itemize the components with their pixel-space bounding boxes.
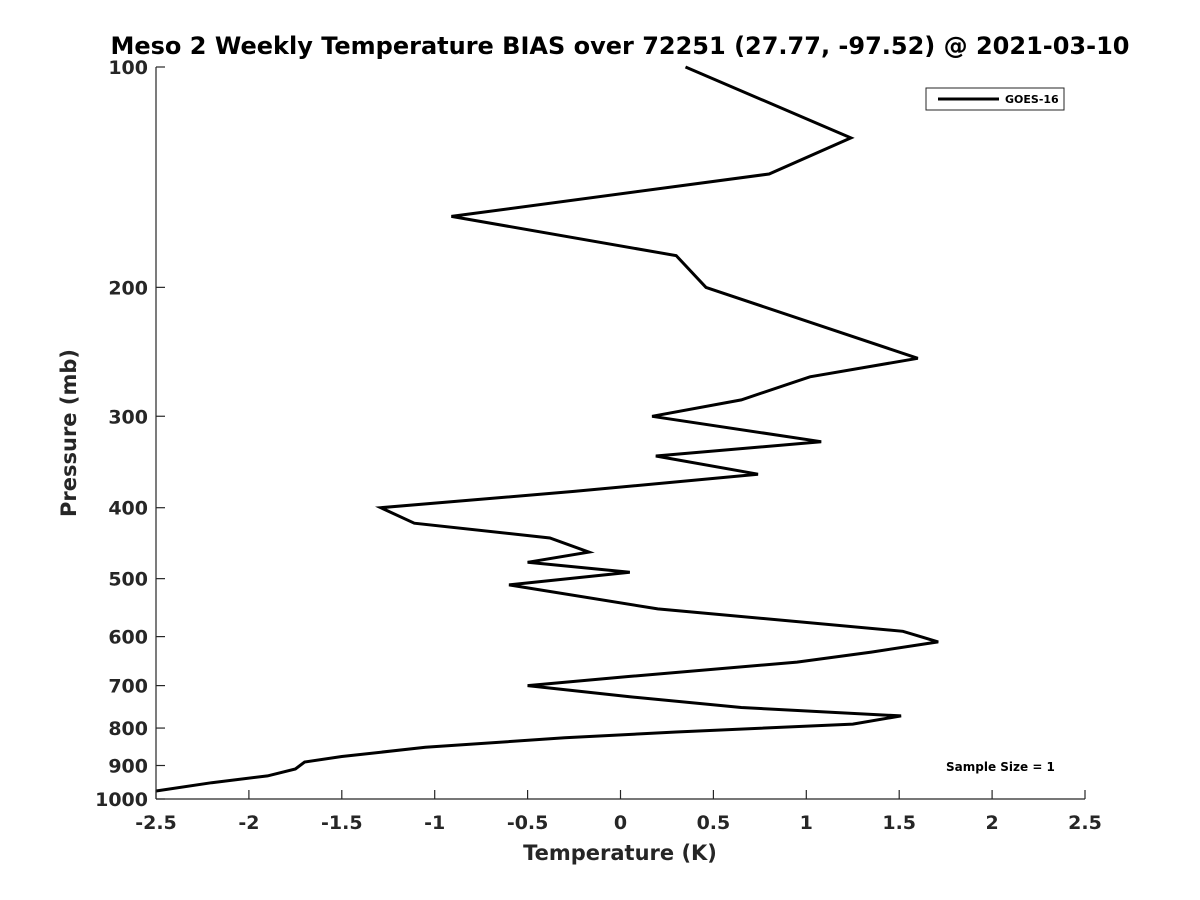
sample-size-annotation: Sample Size = 1 xyxy=(946,760,1055,774)
x-tick-label: 1.5 xyxy=(882,812,916,834)
chart-title: Meso 2 Weekly Temperature BIAS over 7225… xyxy=(110,32,1129,60)
x-tick-label: 1 xyxy=(800,812,813,834)
y-tick-label: 1000 xyxy=(95,789,148,811)
axes-background xyxy=(156,67,1085,799)
y-ticks: 100 200 300 400 500 600 700 800 900 1000 xyxy=(95,57,165,811)
series-line-goes16 xyxy=(155,65,939,793)
y-tick-label: 200 xyxy=(108,277,148,299)
x-tick-label: -2.5 xyxy=(135,812,177,834)
legend-entry-goes16: GOES-16 xyxy=(1005,93,1059,106)
x-tick-label: -1 xyxy=(424,812,445,834)
y-tick-label: 400 xyxy=(108,498,148,520)
x-tick-label: -0.5 xyxy=(507,812,549,834)
legend: GOES-16 xyxy=(925,87,1065,111)
x-tick-label: 0 xyxy=(614,812,627,834)
y-tick-label: 100 xyxy=(108,57,148,79)
x-tick-label: -1.5 xyxy=(321,812,363,834)
y-axis-label: Pressure (mb) xyxy=(57,349,81,517)
x-tick-label: 0.5 xyxy=(697,812,731,834)
x-tick-label: -2 xyxy=(238,812,259,834)
y-tick-label: 700 xyxy=(108,676,148,698)
y-tick-label: 500 xyxy=(108,569,148,591)
plot-area xyxy=(155,65,1085,799)
x-tick-label: 2 xyxy=(985,812,998,834)
x-axis-label: Temperature (K) xyxy=(523,841,717,865)
x-tick-label: 2.5 xyxy=(1068,812,1102,834)
x-ticks: -2.5 -2 -1.5 -1 -0.5 0 0.5 1 1.5 2 2.5 xyxy=(135,790,1102,834)
y-tick-label: 900 xyxy=(108,756,148,778)
y-tick-label: 600 xyxy=(108,627,148,649)
y-tick-label: 800 xyxy=(108,718,148,740)
y-tick-label: 300 xyxy=(108,406,148,428)
